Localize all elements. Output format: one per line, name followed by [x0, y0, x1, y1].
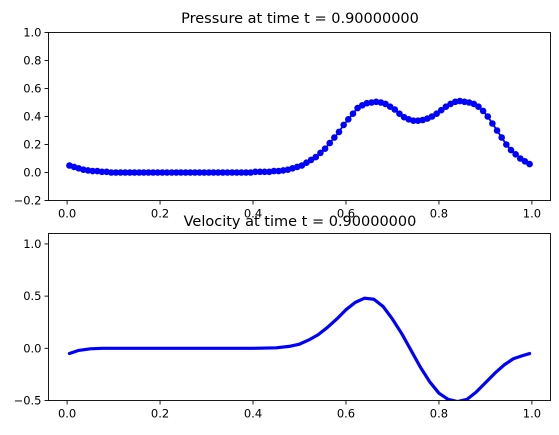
- velocity-y-tick-label: 0.5: [23, 289, 41, 303]
- pressure-x-tick-label: 0.8: [430, 207, 448, 221]
- pressure-data-point: [159, 169, 166, 176]
- pressure-data-point: [219, 169, 227, 176]
- pressure-data-point: [168, 169, 175, 176]
- pressure-data-point: [177, 169, 185, 176]
- pressure-x-tick-label: 0.2: [151, 207, 169, 221]
- pressure-data-point: [475, 103, 482, 110]
- pressure-data-point: [433, 110, 440, 117]
- pressure-data-point: [498, 134, 505, 141]
- velocity-y-tick-label: 0.0: [23, 341, 41, 355]
- pressure-data-point: [270, 167, 278, 175]
- pressure-data-point: [242, 169, 250, 176]
- pressure-data-point: [391, 106, 399, 113]
- pressure-data-point: [228, 169, 236, 176]
- pressure-data-point: [224, 169, 231, 176]
- pressure-data-point: [89, 167, 96, 175]
- pressure-data-point: [163, 169, 171, 176]
- pressure-y-tick-label: −0.2: [14, 194, 42, 208]
- pressure-subplot: Pressure at time t = 0.90000000 0.0 0.2 0.…: [14, 11, 551, 221]
- pressure-data-point: [489, 120, 496, 127]
- pressure-data-point: [205, 169, 213, 176]
- pressure-data-point: [191, 169, 199, 176]
- velocity-y-tick-label: 1.0: [23, 237, 41, 251]
- pressure-data-point: [112, 169, 120, 176]
- velocity-x-tick-label: 0.8: [430, 407, 448, 421]
- pressure-data-point: [200, 169, 208, 176]
- pressure-y-tick-label: 0.2: [23, 138, 41, 152]
- pressure-data-point: [335, 128, 343, 136]
- velocity-series: [67, 296, 532, 401]
- pressure-data-point: [507, 146, 515, 154]
- pressure-x-tick-label: 0.6: [337, 207, 355, 221]
- pressure-title: Pressure at time t = 0.90000000: [181, 11, 419, 27]
- pressure-data-point: [154, 169, 162, 176]
- pressure-data-point: [512, 151, 519, 158]
- pressure-y-tick-label: 0.4: [23, 110, 41, 124]
- pressure-y-tick-label: 1.0: [23, 26, 41, 40]
- velocity-x-axis: 0.0 0.2 0.4 0.6 0.8 1.0: [58, 400, 541, 421]
- pressure-data-point: [121, 169, 129, 176]
- pressure-data-point: [345, 116, 352, 123]
- velocity-title: Velocity at time t = 0.90000000: [184, 214, 417, 230]
- pressure-data-point: [173, 169, 180, 176]
- pressure-data-point: [186, 169, 194, 176]
- velocity-subplot: 0.0 0.2 0.4 0.6 0.8 1.0 −0.5 0.0 0.5 1.0 Velocit…: [14, 214, 551, 421]
- pressure-data-point: [135, 169, 143, 176]
- velocity-x-tick-label: 0.4: [244, 407, 262, 421]
- pressure-data-point: [238, 169, 245, 176]
- velocity-y-axis: −0.5 0.0 0.5 1.0: [14, 237, 49, 408]
- velocity-x-tick-label: 0.2: [151, 407, 169, 421]
- velocity-x-tick-label: 1.0: [523, 407, 541, 421]
- pressure-data-point: [484, 113, 492, 120]
- pressure-data-point: [479, 107, 487, 115]
- pressure-data-point: [98, 168, 106, 176]
- pressure-data-point: [349, 110, 357, 117]
- pressure-data-point: [252, 168, 259, 176]
- pressure-data-point: [317, 149, 324, 157]
- pressure-y-tick-label: 0.0: [23, 166, 41, 180]
- velocity-x-tick-label: 0.6: [337, 407, 355, 421]
- pressure-y-axis: −0.2 0.0 0.2 0.4 0.6 0.8 1.0: [14, 26, 49, 208]
- velocity-axes-frame: [48, 233, 551, 401]
- pressure-y-tick-label: 0.8: [23, 54, 41, 68]
- pressure-data-point: [503, 141, 510, 148]
- pressure-y-tick-label: 0.6: [23, 82, 41, 96]
- pressure-data-point: [126, 169, 134, 176]
- pressure-data-point: [140, 169, 148, 176]
- pressure-data-point: [210, 169, 217, 176]
- pressure-data-point: [340, 121, 347, 129]
- pressure-data-point: [131, 169, 138, 176]
- pressure-data-point: [312, 153, 320, 161]
- pressure-data-point: [214, 169, 222, 176]
- pressure-data-point: [261, 168, 268, 176]
- pressure-data-point: [326, 139, 334, 147]
- pressure-x-tick-label: 0.4: [244, 207, 262, 221]
- pressure-data-point: [145, 169, 152, 176]
- pressure-x-tick-label: 1.0: [523, 207, 541, 221]
- pressure-axes-frame: [48, 32, 551, 201]
- pressure-data-point: [233, 169, 241, 176]
- pressure-data-point: [331, 134, 338, 141]
- pressure-data-point: [107, 169, 115, 176]
- pressure-data-point: [149, 169, 157, 176]
- pressure-x-axis: 0.0 0.2 0.4 0.6 0.8 1.0: [58, 200, 541, 221]
- pressure-data-point: [321, 145, 329, 152]
- pressure-data-point: [437, 106, 445, 114]
- velocity-series-line: [67, 296, 532, 401]
- pressure-data-point: [182, 169, 189, 176]
- pressure-data-point: [196, 169, 203, 176]
- velocity-y-tick-label: −0.5: [14, 394, 42, 408]
- pressure-data-point: [493, 127, 501, 134]
- pressure-series: [66, 97, 533, 176]
- pressure-data-point: [526, 160, 533, 168]
- pressure-data-point: [256, 168, 264, 176]
- velocity-x-tick-label: 0.0: [58, 407, 76, 421]
- pressure-data-point: [117, 169, 124, 176]
- pressure-data-point: [396, 110, 403, 117]
- pressure-data-point: [410, 117, 417, 124]
- pressure-x-tick-label: 0.0: [58, 207, 76, 221]
